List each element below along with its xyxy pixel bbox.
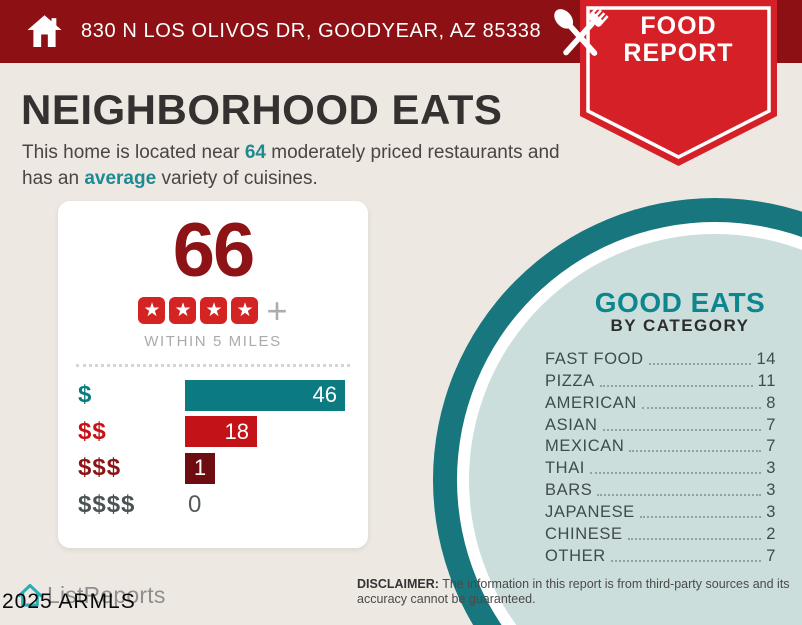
bar-value: 1: [193, 455, 207, 481]
bar-one-dollar: 46: [185, 379, 345, 411]
disclaimer-label: DISCLAIMER:: [357, 577, 439, 591]
disclaimer-text: The information in this report is from t…: [357, 577, 790, 606]
armls-watermark: 2025 ARMLS: [2, 590, 136, 613]
badge-shape: [580, 0, 777, 166]
subtitle-variety-highlight: average: [84, 168, 157, 189]
bar-value: 46: [312, 382, 337, 408]
good-eats-title: GOOD EATS: [594, 287, 766, 318]
dotted-leader: [589, 472, 762, 475]
dotted-leader: [602, 428, 762, 431]
subtitle-seg3: variety of cuisines.: [156, 168, 318, 189]
subtitle-seg2: moderately priced restaurants and has an: [22, 142, 560, 189]
category-row: JAPANESE 3: [545, 500, 776, 522]
category-value: 2: [766, 525, 776, 544]
subtitle-count-highlight: 64: [244, 142, 266, 163]
good-eats-subtitle: BY CATEGORY: [610, 316, 750, 335]
category-label: PIZZA: [545, 371, 595, 390]
category-row: MEXICAN 7: [545, 435, 776, 457]
dotted-leader: [599, 384, 753, 387]
badge-title: FOOD REPORT: [580, 13, 777, 67]
badge-line-2: REPORT: [623, 39, 734, 67]
bar-two-dollar: 18: [185, 416, 257, 448]
price-row-3: $$$ 1: [58, 450, 368, 487]
category-label: FAST FOOD: [545, 349, 644, 368]
dotted-leader: [627, 538, 762, 541]
category-value: 3: [766, 481, 776, 500]
star-icon: ★: [200, 297, 228, 324]
price-tier-label: $: [78, 381, 93, 409]
category-value: 7: [766, 415, 776, 434]
category-value: 11: [757, 371, 776, 390]
price-row-2: $$ 18: [58, 414, 368, 451]
category-value: 7: [766, 546, 776, 565]
listreports-logo: ListReports: [16, 581, 166, 609]
bar-three-dollar: 1: [185, 452, 215, 484]
dotted-leader: [629, 450, 762, 453]
category-row: AMERICAN 8: [545, 391, 776, 413]
dotted-leader: [641, 406, 762, 409]
dotted-leader: [639, 516, 762, 519]
restaurant-count: 66: [172, 208, 256, 293]
category-label: JAPANESE: [545, 503, 635, 522]
star-icon: ★: [231, 297, 259, 324]
price-tier-chart: $ 46 $$ 18 $$$ 1 $$$$ 0: [58, 377, 368, 523]
category-label: AMERICAN: [545, 393, 637, 412]
category-list: FAST FOOD 14 PIZZA 11 AMERICAN 8 ASIAN 7 MEX…: [545, 347, 776, 566]
category-value: 3: [766, 503, 776, 522]
subtitle-seg1: This home is located near: [22, 142, 245, 163]
price-tier-label: $$: [78, 417, 107, 445]
category-value: 7: [766, 437, 776, 456]
category-label: BARS: [545, 481, 593, 500]
star-icon: ★: [169, 297, 197, 324]
bar-value: 18: [224, 418, 249, 444]
price-row-1: $ 46: [58, 377, 368, 414]
category-row: PIZZA 11: [545, 369, 776, 391]
rating-stars: ★ ★ ★ ★ +: [58, 290, 368, 331]
page-title: NEIGHBORHOOD EATS: [21, 86, 503, 133]
listreports-house-icon: [17, 583, 43, 607]
category-value: 3: [766, 459, 776, 478]
category-label: MEXICAN: [545, 437, 625, 456]
dotted-leader: [610, 559, 762, 562]
category-label: ASIAN: [545, 415, 598, 434]
bar-value-zero: 0: [188, 491, 202, 519]
category-label: OTHER: [545, 546, 606, 565]
dotted-leader: [648, 362, 752, 365]
category-row: BARS 3: [545, 478, 776, 500]
category-value: 14: [756, 349, 776, 368]
star-icon: ★: [138, 297, 166, 324]
category-label: CHINESE: [545, 525, 623, 544]
plus-sign: +: [266, 290, 288, 331]
subtitle: This home is located near 64 moderately …: [22, 140, 582, 192]
property-address: 830 N LOS OLIVOS DR, GOODYEAR, AZ 85338: [81, 20, 542, 42]
crossed-spoon-fork-icon: [554, 6, 609, 56]
dotted-leader: [597, 494, 762, 497]
category-row: CHINESE 2: [545, 522, 776, 544]
dotted-divider: [76, 364, 350, 367]
price-row-4: $$$$ 0: [58, 487, 368, 524]
category-label: THAI: [545, 459, 585, 478]
radius-caption: WITHIN 5 MILES: [144, 333, 282, 350]
category-row: FAST FOOD 14: [545, 347, 776, 369]
disclaimer: DISCLAIMER: The information in this repo…: [357, 577, 795, 607]
category-row: THAI 3: [545, 456, 776, 478]
home-icon: [27, 15, 62, 48]
category-row: ASIAN 7: [545, 413, 776, 435]
score-card: 66 ★ ★ ★ ★ + WITHIN 5 MILES $ 46 $$ 18 $…: [58, 201, 368, 548]
price-tier-label: $$$: [78, 454, 122, 482]
category-row: OTHER 7: [545, 544, 776, 566]
food-report-badge: FOOD REPORT: [554, 0, 777, 168]
price-tier-label: $$$$: [78, 491, 136, 519]
badge-line-1: FOOD: [640, 12, 717, 40]
listreports-logo-text: ListReports: [47, 581, 166, 608]
category-value: 8: [766, 393, 776, 412]
